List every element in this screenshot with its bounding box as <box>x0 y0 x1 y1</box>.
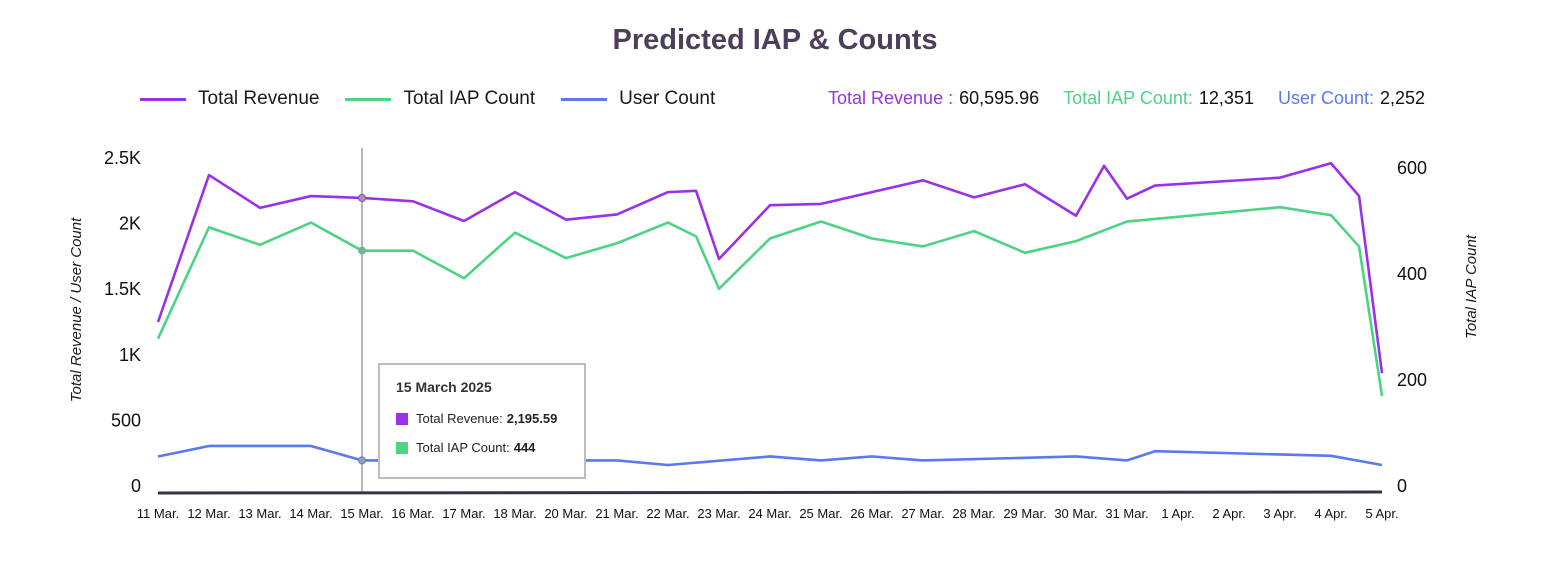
hover-point-total-revenue <box>358 193 366 202</box>
legend-label: Total IAP Count <box>403 88 536 109</box>
legend-label: Total Revenue <box>198 88 320 109</box>
total-iap-count-label: Total IAP Count: <box>1063 88 1193 108</box>
user-count-value: 2,252 <box>1380 88 1426 108</box>
y-axis-left-title: Total Revenue / User Count <box>68 217 85 402</box>
legend-swatch <box>345 97 392 101</box>
x-tick-label: 12 Mar. <box>187 506 230 521</box>
x-tick-label: 11 Mar. <box>137 506 179 521</box>
tooltip-label: Total IAP Count: <box>416 440 510 455</box>
chart-title: Predicted IAP & Counts <box>612 24 938 56</box>
user-count-summary: User Count: 2,252 <box>1278 88 1425 109</box>
x-axis-line <box>157 490 1383 495</box>
legend-label: User Count <box>619 88 716 109</box>
y-right-tick-label: 400 <box>1397 264 1427 284</box>
x-tick-label: 5 Apr. <box>1365 506 1398 521</box>
legend-item-total-iap-count[interactable]: Total IAP Count <box>345 88 535 110</box>
tooltip-value: 2,195.59 <box>506 411 558 426</box>
y-right-tick-label: 200 <box>1397 370 1427 390</box>
user-count-label: User Count: <box>1277 88 1375 108</box>
total-iap-count-value: 12,351 <box>1198 88 1254 108</box>
x-tick-label: 16 Mar. <box>391 506 434 521</box>
legend: Total Revenue Total IAP Count User Count <box>140 88 741 110</box>
hover-tooltip: 15 March 2025 Total Revenue: 2,195.59 To… <box>378 363 586 479</box>
y-left-tick-label: 1.5K <box>104 279 141 299</box>
x-tick-label: 22 Mar. <box>646 506 689 521</box>
x-tick-label: 31 Mar. <box>1105 506 1148 521</box>
total-iap-count-summary: Total IAP Count: 12,351 <box>1063 88 1254 109</box>
x-tick-label: 14 Mar. <box>289 506 332 521</box>
y-left-tick-label: 1K <box>119 345 141 365</box>
tooltip-value: 444 <box>513 440 536 455</box>
y-left-tick-label: 0 <box>131 476 141 496</box>
tooltip-swatch <box>396 412 408 425</box>
x-tick-label: 24 Mar. <box>748 506 791 521</box>
x-tick-label: 28 Mar. <box>952 506 995 521</box>
y-right-tick-label: 600 <box>1397 158 1427 178</box>
tooltip-row-revenue: Total Revenue: 2,195.59 <box>396 411 568 426</box>
tooltip-date: 15 March 2025 <box>396 379 492 395</box>
x-tick-label: 27 Mar. <box>901 506 944 521</box>
x-tick-label: 29 Mar. <box>1003 506 1046 521</box>
total-revenue-value: 60,595.96 <box>959 88 1040 108</box>
series-line-total-iap-count <box>156 205 1384 397</box>
legend-item-user-count[interactable]: User Count <box>561 88 715 110</box>
x-tick-label: 13 Mar. <box>238 506 281 521</box>
legend-item-total-revenue[interactable]: Total Revenue <box>140 88 319 110</box>
x-tick-label: 23 Mar. <box>697 506 740 521</box>
y-right-tick-label: 0 <box>1397 476 1407 496</box>
series-line-total-revenue <box>156 161 1384 374</box>
x-tick-label: 17 Mar. <box>442 506 485 521</box>
hover-point-user-count <box>358 456 366 465</box>
y-left-tick-label: 2.5K <box>104 148 141 168</box>
hover-point-total-iap-count <box>358 246 366 255</box>
total-revenue-label: Total Revenue : <box>828 88 954 108</box>
totals-summary: Total Revenue : 60,595.96 Total IAP Coun… <box>828 88 1449 109</box>
tooltip-label: Total Revenue: <box>416 411 503 426</box>
x-tick-label: 21 Mar. <box>595 506 638 521</box>
x-tick-label: 15 Mar. <box>340 506 383 521</box>
x-tick-label: 26 Mar. <box>850 506 893 521</box>
x-tick-label: 25 Mar. <box>799 506 842 521</box>
x-tick-label: 18 Mar. <box>493 506 536 521</box>
x-tick-label: 30 Mar. <box>1054 506 1097 521</box>
y-left-tick-label: 500 <box>111 410 141 430</box>
tooltip-swatch <box>396 441 408 454</box>
x-tick-label: 2 Apr. <box>1212 506 1245 521</box>
y-left-tick-label: 2K <box>119 214 141 234</box>
x-tick-label: 20 Mar. <box>544 506 587 521</box>
x-tick-label: 4 Apr. <box>1314 506 1347 521</box>
tooltip-row-iap: Total IAP Count: 444 <box>396 440 568 455</box>
legend-swatch <box>140 97 186 101</box>
x-tick-label: 3 Apr. <box>1263 506 1296 521</box>
total-revenue-summary: Total Revenue : 60,595.96 <box>828 88 1039 109</box>
y-axis-right-title: Total IAP Count <box>1463 234 1480 339</box>
legend-swatch <box>561 97 608 101</box>
series-line-user-count <box>157 444 1383 467</box>
x-tick-label: 1 Apr. <box>1161 506 1194 521</box>
